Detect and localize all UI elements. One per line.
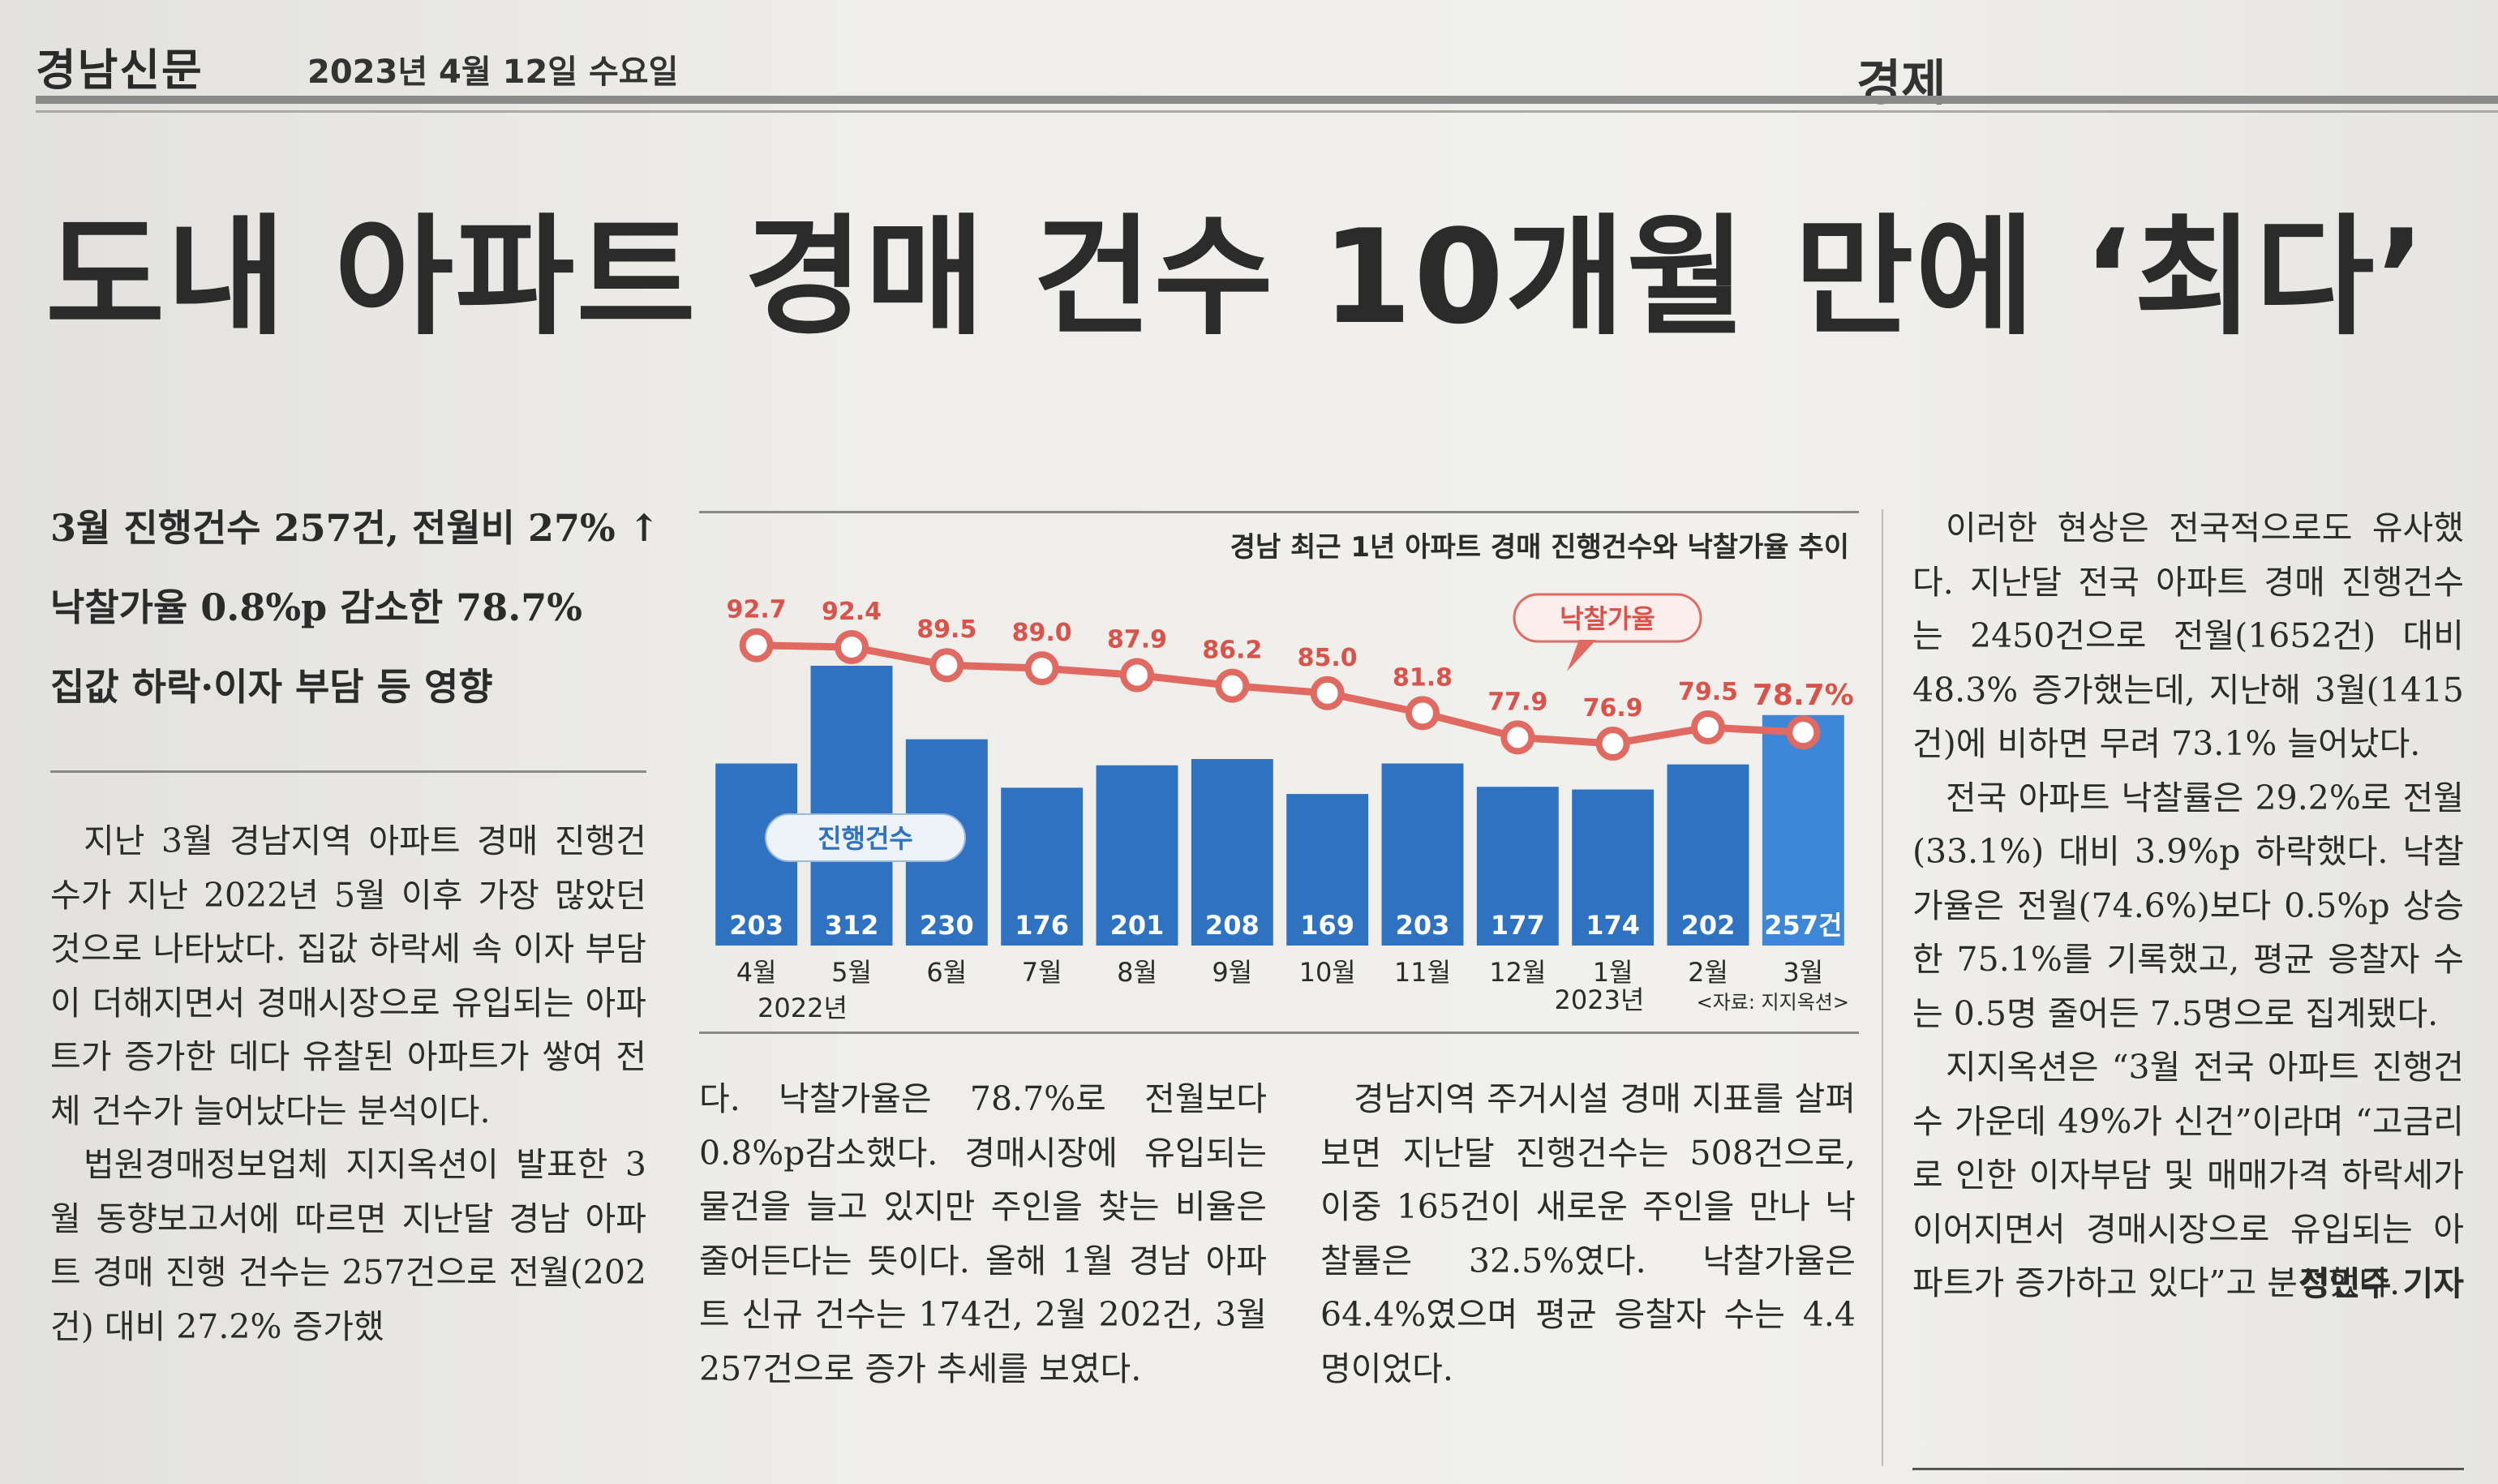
issue-date: 2023년 4월 12일 수요일 <box>307 54 679 91</box>
article-column-3: 경남지역 주거시설 경매 지표를 살펴보면 지난달 진행건수는 508건으로, … <box>1320 1072 1856 1396</box>
bar-5월 <box>810 665 893 946</box>
bar-value-label: 201 <box>1110 910 1165 941</box>
x-tick-label: 1월 <box>1593 957 1633 988</box>
bar-value-label: 208 <box>1205 910 1260 941</box>
bar-7월 <box>1001 787 1084 946</box>
paper-name: 경남신문 <box>36 44 204 96</box>
x-tick-label: 10월 <box>1299 957 1356 988</box>
bar-2월 <box>1667 764 1749 946</box>
masthead-rule <box>36 96 2498 104</box>
paragraph: 지지옥션은 “3월 전국 아파트 진행건수 가운데 49%가 신건”이라며 “고… <box>1912 1048 2464 1302</box>
x-tick-label: 2월 <box>1688 957 1728 988</box>
rate-value-label: 89.0 <box>1012 619 1072 647</box>
rate-value-label: 87.9 <box>1107 626 1167 654</box>
paragraph: 경남지역 주거시설 경매 지표를 살펴보면 지난달 진행건수는 508건으로, … <box>1320 1079 1856 1388</box>
article-column-1: 지난 3월 경남지역 아파트 경매 진행건수가 지난 2022년 5월 이후 가… <box>50 814 646 1353</box>
year-label-2023: 2023년 <box>1555 984 1645 1015</box>
bar-value-label: 257건 <box>1764 910 1842 941</box>
rate-point-9월 <box>1215 668 1250 703</box>
bar-value-label: 230 <box>920 910 974 941</box>
rate-point-4월 <box>739 628 774 663</box>
year-label-2022: 2022년 <box>758 993 848 1023</box>
article-column-2: 다. 낙찰가율은 78.7%로 전월보다 0.8%p감소했다. 경매시장에 유입… <box>699 1072 1267 1396</box>
rate-point-11월 <box>1406 696 1440 731</box>
bar-1월 <box>1572 789 1655 946</box>
x-tick-label: 4월 <box>736 957 777 988</box>
bar-value-label: 203 <box>729 910 783 941</box>
rate-value-label: 79.5 <box>1678 678 1738 706</box>
line-legend-label: 낙찰가율 <box>1560 603 1655 634</box>
bar-value-label: 169 <box>1300 910 1354 941</box>
masthead: 경남신문 2023년 4월 12일 수요일 경제 <box>36 23 2469 112</box>
rate-value-label: 77.9 <box>1487 688 1547 716</box>
rate-point-8월 <box>1120 658 1154 693</box>
bar-value-label: 203 <box>1396 910 1450 941</box>
rate-point-1월 <box>1595 727 1630 761</box>
chart-rule-top <box>699 511 1859 513</box>
chart-svg: 경남 최근 1년 아파트 경매 진행건수와 낙찰가율 추이 203 4월 312 5월… <box>715 531 1854 1023</box>
bar-3월 <box>1762 714 1844 946</box>
x-tick-label: 5월 <box>831 957 872 988</box>
paragraph: 법원경매정보업체 지지옥션이 발표한 3월 동향보고서에 따르면 지난달 경남 … <box>50 1145 646 1346</box>
x-tick-label: 12월 <box>1489 957 1546 988</box>
article-end-rule <box>1912 1468 2464 1470</box>
chart-title: 경남 최근 1년 아파트 경매 진행건수와 낙찰가율 추이 <box>1230 531 1849 564</box>
rate-value-label: 78.7% <box>1753 679 1854 712</box>
bar-value-label: 176 <box>1015 910 1069 941</box>
paragraph: 지난 3월 경남지역 아파트 경매 진행건수가 지난 2022년 5월 이후 가… <box>50 821 646 1130</box>
column-divider <box>1882 509 1883 1466</box>
rate-value-label: 92.7 <box>727 596 787 624</box>
bar-8월 <box>1096 765 1178 946</box>
chart: 경남 최근 1년 아파트 경매 진행건수와 낙찰가율 추이 203 4월 312 5월… <box>699 509 1859 1036</box>
subhead-1: 3월 진행건수 257건, 전월비 27% ↑ <box>50 506 660 550</box>
bar-legend-pill <box>765 813 966 862</box>
x-tick-label: 7월 <box>1022 957 1062 988</box>
rate-point-5월 <box>835 629 869 664</box>
rate-point-12월 <box>1500 720 1535 755</box>
bar-12월 <box>1476 787 1559 946</box>
rate-point-2월 <box>1691 710 1725 745</box>
paragraph: 전국 아파트 낙찰률은 29.2%로 전월(33.1%) 대비 3.9%p 하락… <box>1912 778 2464 1033</box>
bar-value-label: 202 <box>1681 910 1736 941</box>
subhead-rule <box>50 770 646 773</box>
bar-value-label: 174 <box>1586 910 1640 941</box>
article-column-4: 이러한 현상은 전국적으로도 유사했다. 지난달 전국 아파트 경매 진행건수는… <box>1912 501 2464 1310</box>
paragraph: 이러한 현상은 전국적으로도 유사했다. 지난달 전국 아파트 경매 진행건수는… <box>1912 508 2464 763</box>
rate-point-7월 <box>1024 651 1059 686</box>
rate-point-10월 <box>1310 676 1345 710</box>
rate-value-label: 89.5 <box>916 615 976 644</box>
paragraph: 다. 낙찰가율은 78.7%로 전월보다 0.8%p감소했다. 경매시장에 유입… <box>699 1079 1267 1388</box>
bar-9월 <box>1191 758 1273 946</box>
x-tick-label: 11월 <box>1394 957 1451 988</box>
line-legend-pointer <box>1567 640 1596 671</box>
chart-rule-bottom <box>699 1032 1859 1034</box>
rate-point-3월 <box>1786 715 1821 750</box>
line-legend-pill <box>1513 593 1702 643</box>
x-tick-label: 8월 <box>1117 957 1157 988</box>
rate-line <box>756 641 1804 748</box>
bar-value-label: 312 <box>825 910 879 941</box>
byline: 정민주 기자 <box>2299 1263 2464 1303</box>
rate-value-label: 86.2 <box>1202 637 1262 665</box>
x-tick-label: 6월 <box>926 957 967 988</box>
rate-value-label: 85.0 <box>1298 644 1358 672</box>
x-tick-label: 9월 <box>1212 957 1252 988</box>
rate-value-label: 81.8 <box>1393 663 1453 692</box>
bar-value-label: 177 <box>1491 910 1545 941</box>
rate-value-label: 92.4 <box>822 598 882 626</box>
bar-legend-label: 진행건수 <box>818 823 913 854</box>
bar-10월 <box>1286 794 1369 946</box>
rate-value-label: 76.9 <box>1583 694 1643 723</box>
headline: 도내 아파트 경매 건수 10개월 만에 ‘최다’ <box>45 201 2427 353</box>
bar-11월 <box>1381 763 1464 946</box>
chart-source: <자료: 지지옥션> <box>1697 991 1849 1014</box>
subhead-3: 집값 하락·이자 부담 등 영향 <box>50 665 493 709</box>
subhead-2: 낙찰가율 0.8%p 감소한 78.7% <box>50 585 582 629</box>
subheads: 3월 진행건수 257건, 전월비 27% ↑ 낙찰가율 0.8%p 감소한 7… <box>50 500 667 738</box>
rate-point-6월 <box>929 648 964 683</box>
x-tick-label: 3월 <box>1783 957 1823 988</box>
masthead-rule-thin <box>36 110 2498 113</box>
